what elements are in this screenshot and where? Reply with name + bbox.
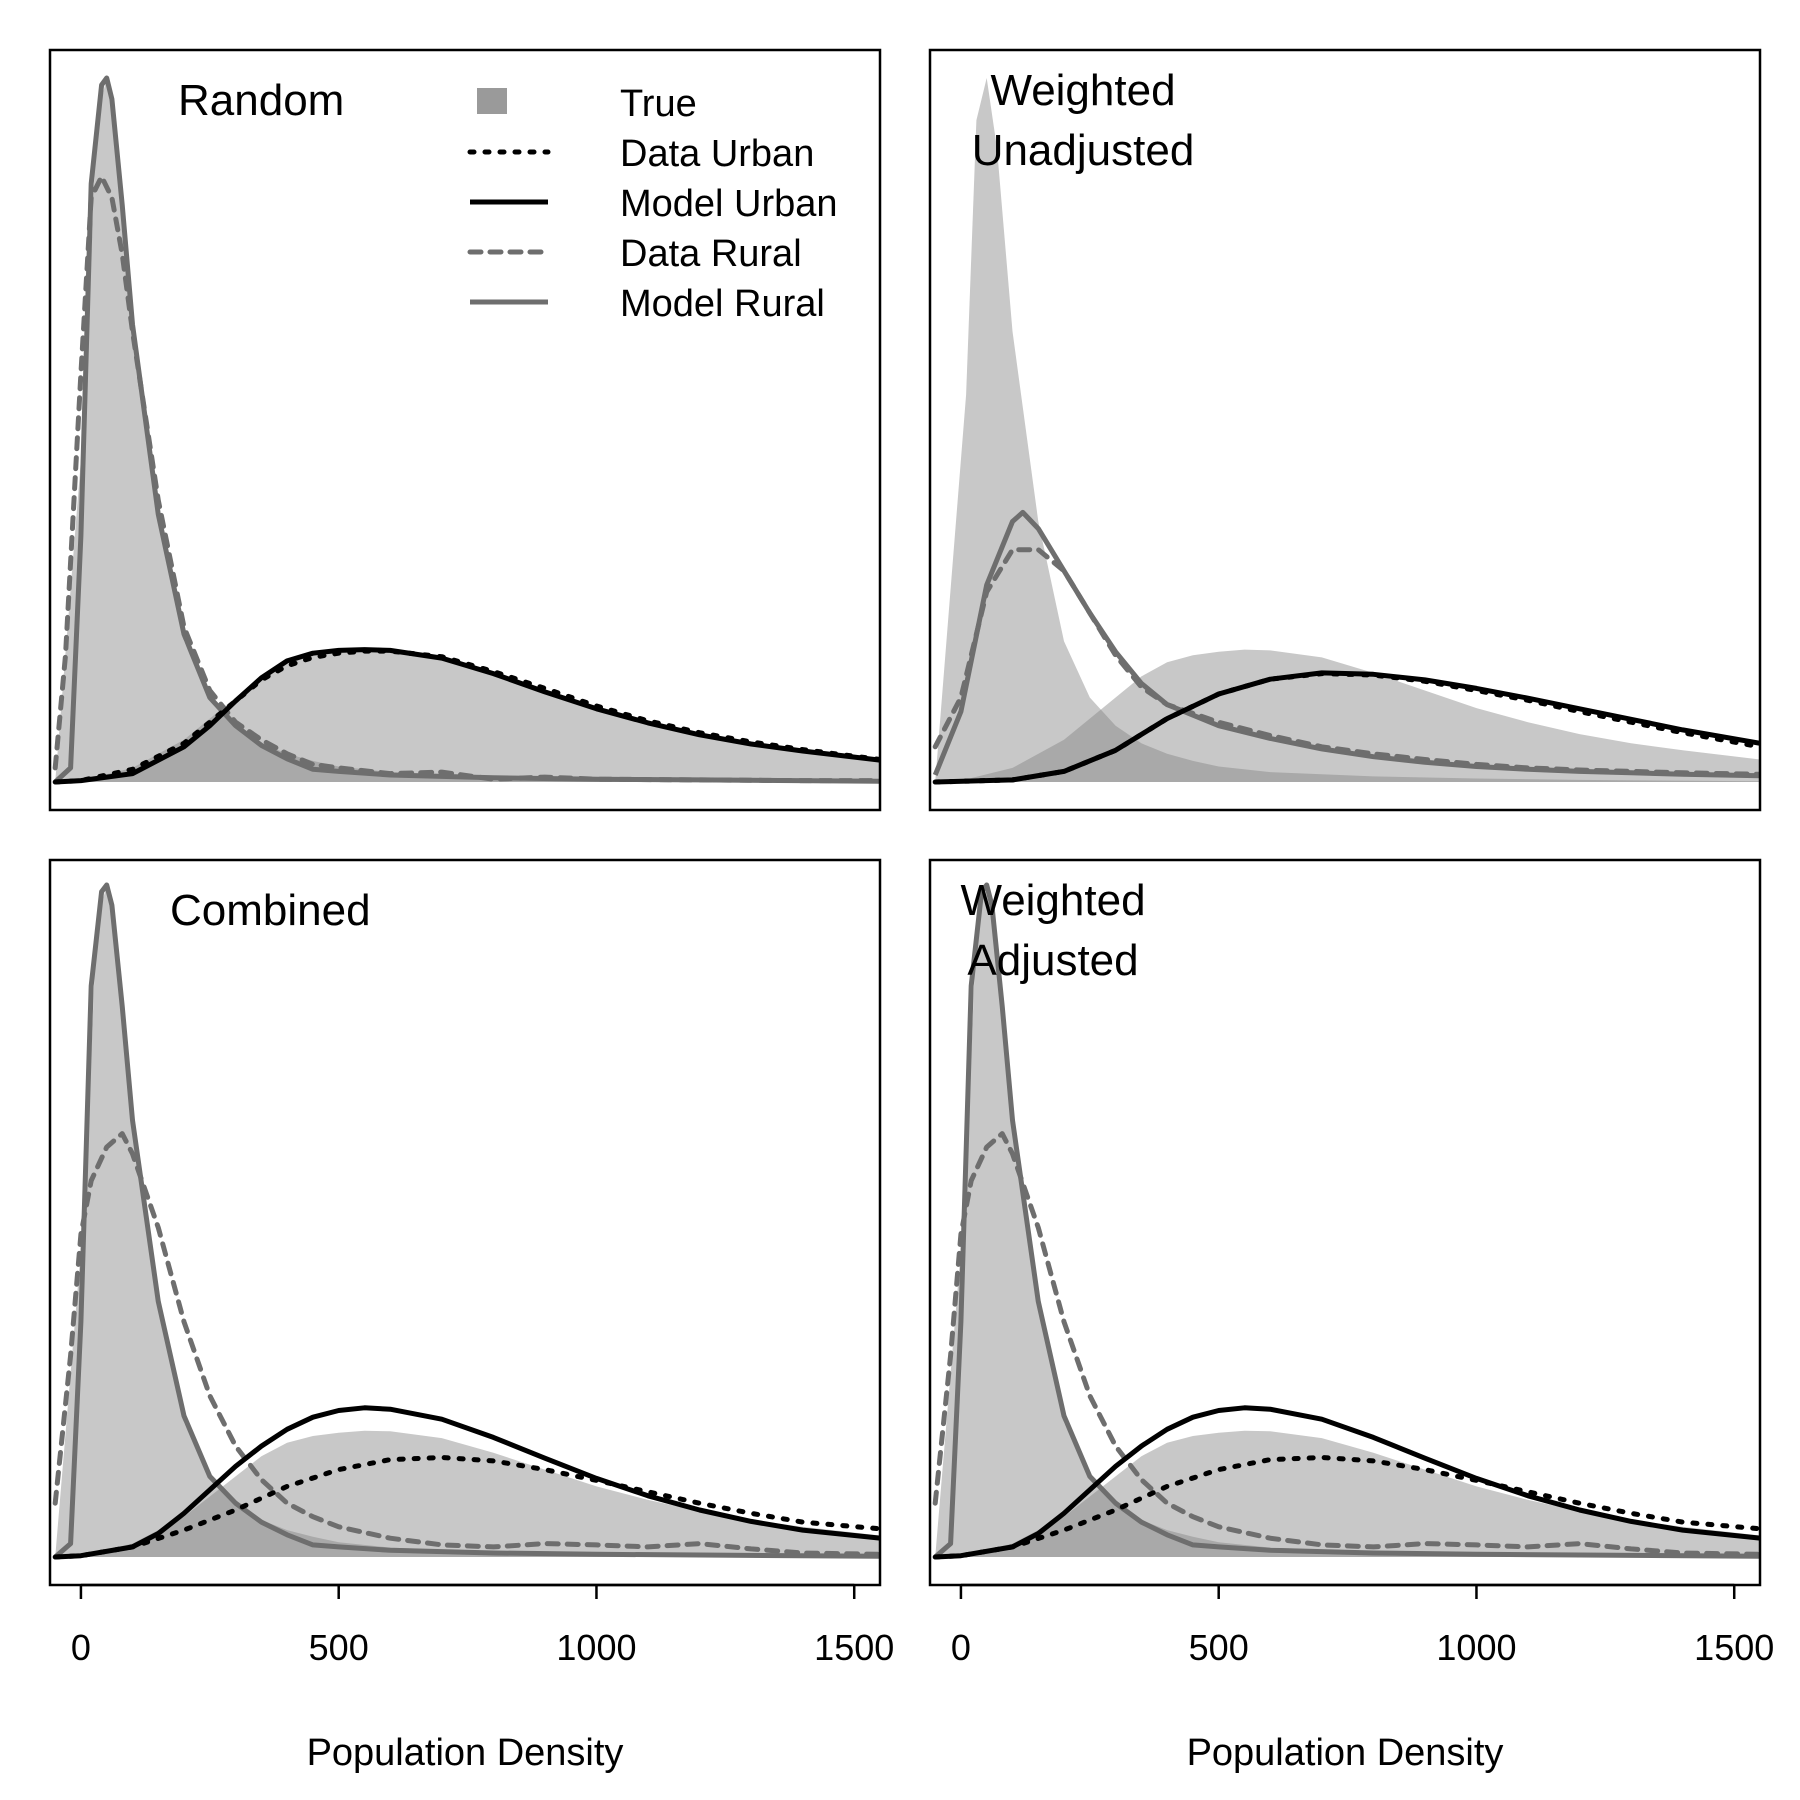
- model-rural-line: [53, 75, 880, 784]
- data-rural-line: [932, 1131, 1760, 1557]
- panel-title: Unadjusted: [972, 126, 1195, 175]
- true-density-area: [935, 885, 1760, 1557]
- x-tick-label: 500: [309, 1627, 369, 1668]
- panels-layer: Random Weighted Unadjusted Combined Weighted…: [48, 48, 1762, 1587]
- data-rural-line: [52, 1131, 880, 1557]
- legend-label: True: [620, 83, 697, 125]
- legend-label: Model Urban: [620, 183, 838, 225]
- plot-area: [932, 78, 1760, 785]
- plot-area: [932, 882, 1760, 1560]
- x-axis-label: Population Density: [307, 1732, 624, 1774]
- plot-area: [52, 75, 880, 785]
- x-tick-label: 1500: [1694, 1627, 1774, 1668]
- x-axes: 0 500 1000 1500 Population Density 0 500 1000 15…: [71, 1583, 1774, 1774]
- x-axis: 0 500 1000 1500 Population Density: [951, 1583, 1774, 1774]
- x-tick-label: 500: [1189, 1627, 1249, 1668]
- model-rural-line: [53, 882, 880, 1559]
- panel-title: Combined: [170, 886, 371, 935]
- legend-label: Model Rural: [620, 283, 825, 325]
- x-tick-label: 1000: [1436, 1627, 1516, 1668]
- panel-title: Weighted: [960, 876, 1145, 925]
- panel-1: Random: [48, 48, 882, 812]
- legend-swatch: [477, 88, 507, 114]
- x-tick-label: 0: [951, 1627, 971, 1668]
- legend-entry: True: [477, 83, 697, 125]
- model-urban-line: [935, 1405, 1760, 1560]
- model-rural-line: [932, 509, 1760, 779]
- panel-3: Combined: [48, 858, 882, 1587]
- legend-label: Data Urban: [620, 133, 814, 175]
- x-tick-label: 1500: [814, 1627, 894, 1668]
- plot-area: [52, 882, 880, 1560]
- panel-title: Weighted: [990, 66, 1175, 115]
- data-urban-line: [932, 1455, 1760, 1560]
- true-density-area: [55, 78, 880, 782]
- x-axis: 0 500 1000 1500 Population Density: [71, 1583, 894, 1774]
- panel-frame: [928, 48, 1762, 812]
- legend-entry: Data Urban: [467, 133, 814, 175]
- legend-label: Data Rural: [620, 233, 802, 275]
- x-tick-label: 1000: [556, 1627, 636, 1668]
- legend-entry: Model Urban: [470, 183, 838, 225]
- panel-2: Weighted Unadjusted: [928, 48, 1762, 812]
- model-urban-line: [55, 647, 880, 785]
- panel-title: Random: [178, 76, 344, 125]
- panel-4: Weighted Adjusted: [928, 858, 1762, 1587]
- panel-title: Adjusted: [967, 936, 1138, 985]
- data-urban-line: [52, 1455, 880, 1560]
- x-tick-label: 0: [71, 1627, 91, 1668]
- legend: True Data Urban Model Urban Data Rural Model…: [467, 83, 838, 325]
- model-urban-line: [935, 670, 1760, 785]
- legend-entry: Model Rural: [470, 283, 825, 325]
- model-rural-line: [933, 882, 1760, 1559]
- panel-frame: [48, 48, 882, 812]
- x-axis-label: Population Density: [1187, 1732, 1504, 1774]
- true-density-area: [55, 885, 880, 1557]
- legend-entry: Data Rural: [467, 233, 802, 275]
- model-urban-line: [55, 1405, 880, 1560]
- true-density-area: [935, 78, 1760, 782]
